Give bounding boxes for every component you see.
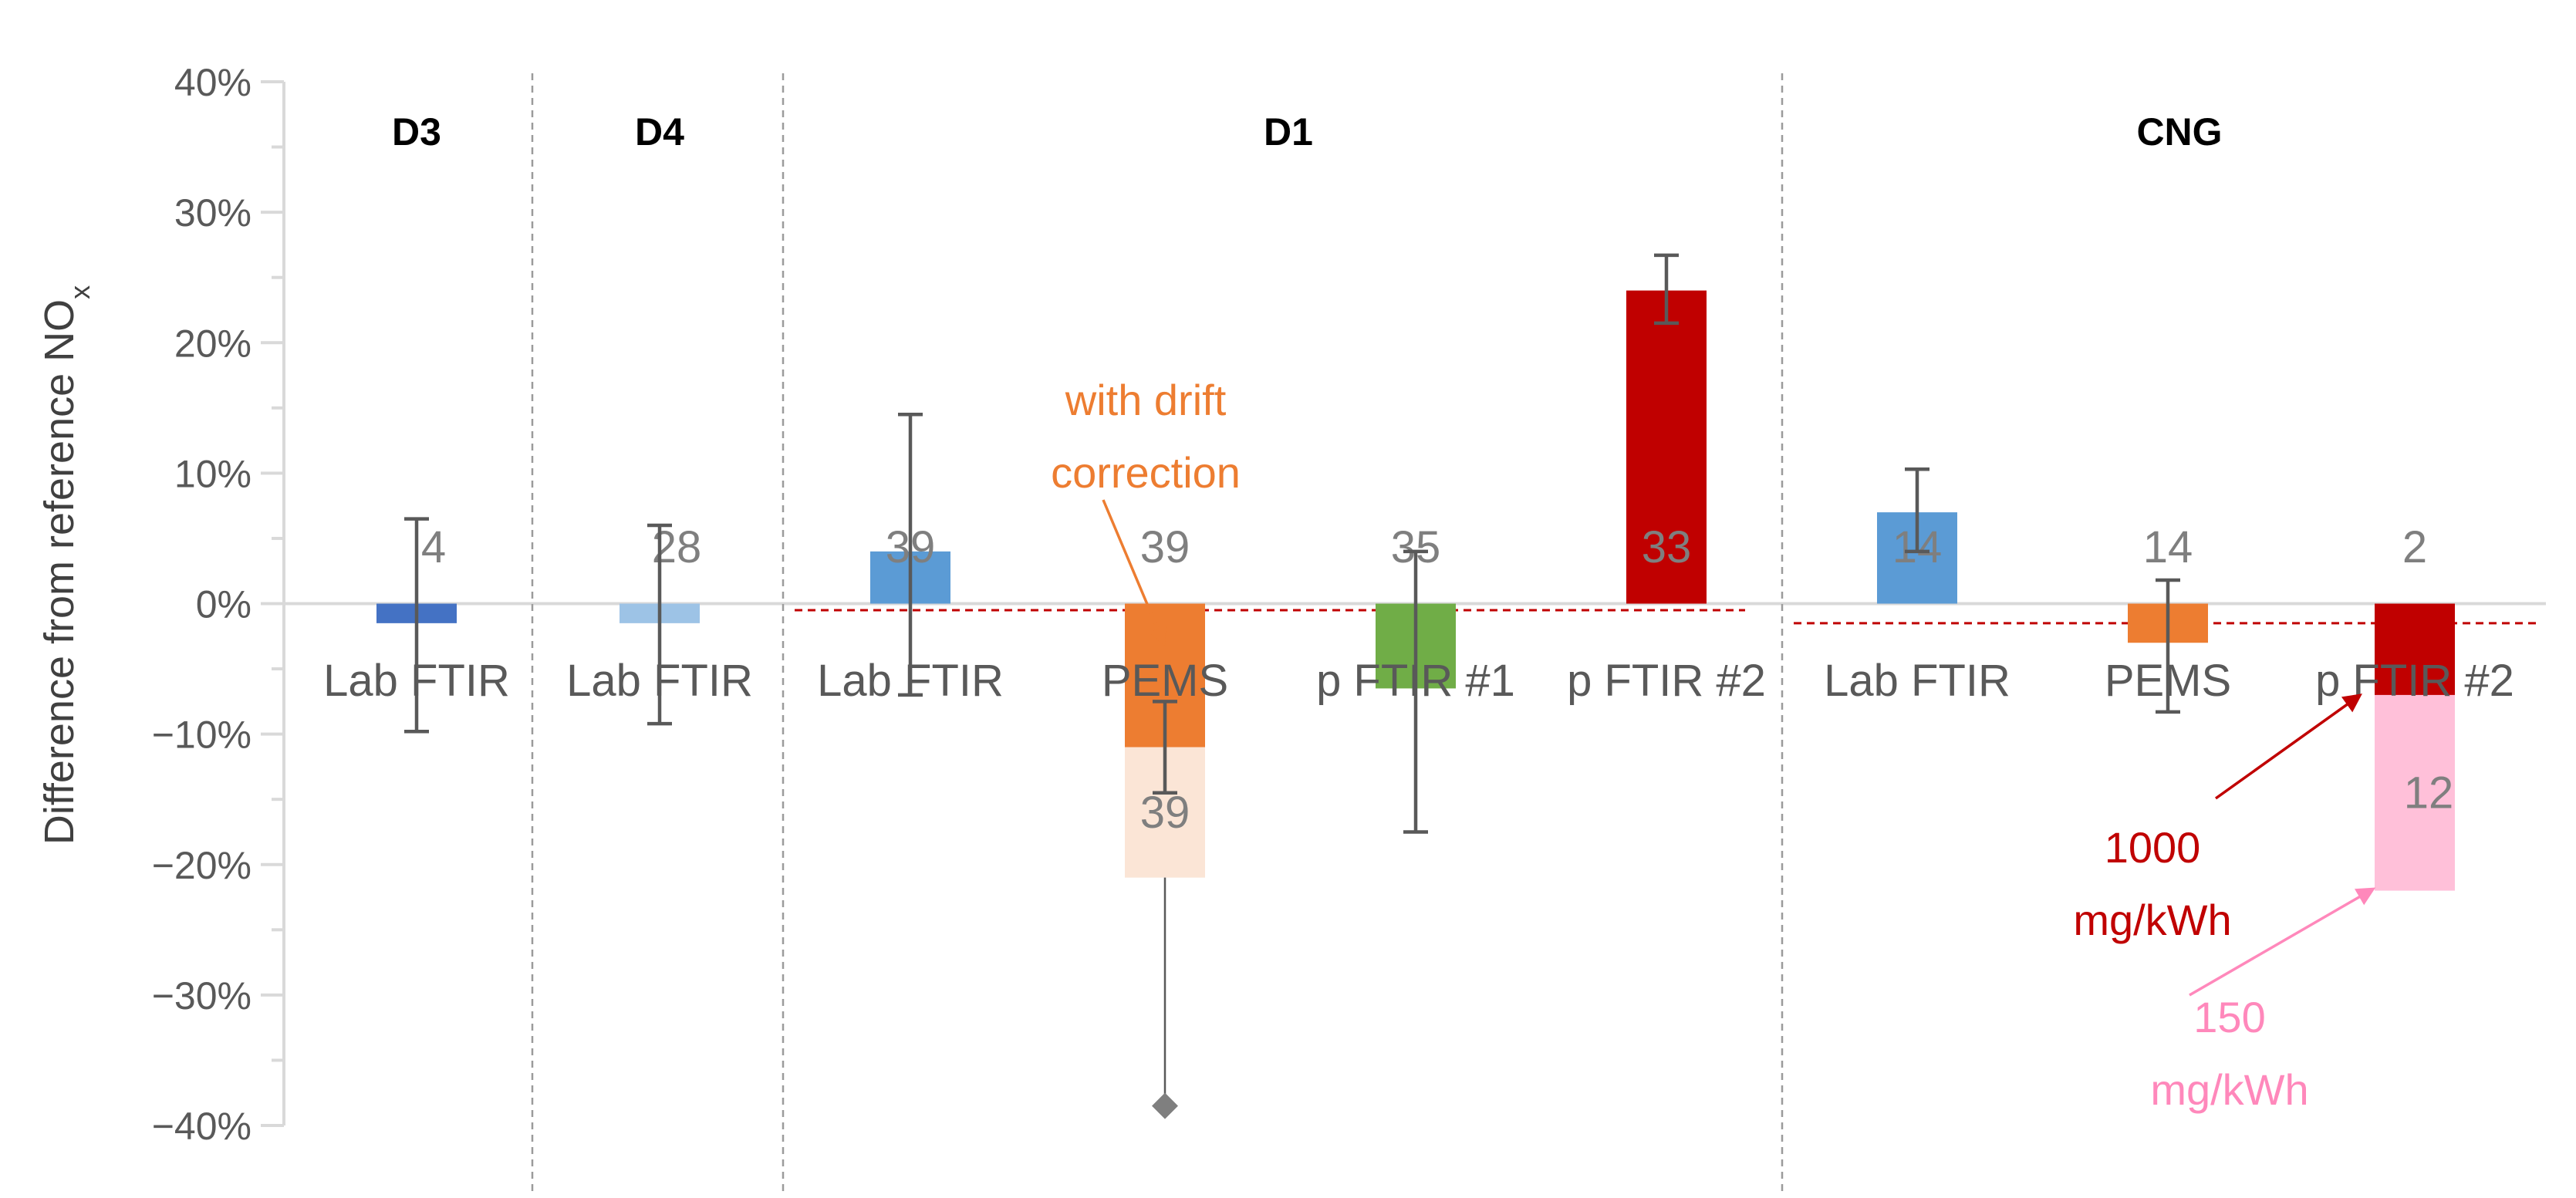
- data-label: 2: [2402, 522, 2427, 572]
- annotation-text: correction: [1051, 448, 1241, 497]
- annotation-arrow: [2214, 693, 2362, 800]
- y-tick-label: 0%: [196, 583, 252, 626]
- y-tick-label: 20%: [174, 322, 252, 365]
- y-tick-label: −40%: [152, 1105, 252, 1148]
- y-tick-label: −30%: [152, 974, 252, 1017]
- y-tick-label: 10%: [174, 452, 252, 495]
- data-label: 14: [2143, 522, 2193, 572]
- group-title: CNG: [2136, 110, 2222, 154]
- y-axis-title-subscript: x: [64, 285, 96, 299]
- y-tick-label: 30%: [174, 191, 252, 235]
- bar: [2375, 603, 2455, 695]
- category-label: PEMS: [1102, 656, 1228, 706]
- labels-layer: 40% 30% 20% 10% 0% −10% −20% −30% −40% Difference…: [36, 61, 2514, 1148]
- group-title: D1: [1264, 110, 1313, 154]
- y-tick-label: −10%: [152, 714, 252, 757]
- y-tick-label: 40%: [174, 61, 252, 104]
- bar: [1626, 290, 1707, 604]
- annotation-arrow: [2189, 887, 2376, 997]
- y-axis-title-main: Difference from reference NO: [36, 299, 83, 845]
- group-title: D3: [392, 110, 441, 154]
- annotation-text: with drift: [1065, 376, 1227, 424]
- group-title: D4: [635, 110, 684, 154]
- annotation-text: 150: [2193, 993, 2265, 1041]
- category-label: p FTIR #2: [2315, 656, 2514, 706]
- annotation-arrow: [1102, 499, 1166, 646]
- data-label-extended: 39: [1140, 788, 1190, 838]
- category-label: p FTIR #2: [1567, 656, 1766, 706]
- y-axis-title: Difference from reference NOx: [36, 285, 96, 845]
- annotation-text: mg/kWh: [2150, 1065, 2308, 1114]
- category-label: Lab FTIR: [1824, 656, 2010, 706]
- annotation-text: mg/kWh: [2073, 896, 2231, 944]
- data-label-extended: 12: [2404, 768, 2454, 818]
- data-label: 33: [1642, 522, 1692, 572]
- data-label: 39: [1140, 522, 1190, 572]
- y-tick-label: −20%: [152, 844, 252, 887]
- outlier-marker: [1152, 1092, 1178, 1119]
- annotation-text: 1000: [2105, 823, 2201, 872]
- data-label: 4: [421, 522, 446, 572]
